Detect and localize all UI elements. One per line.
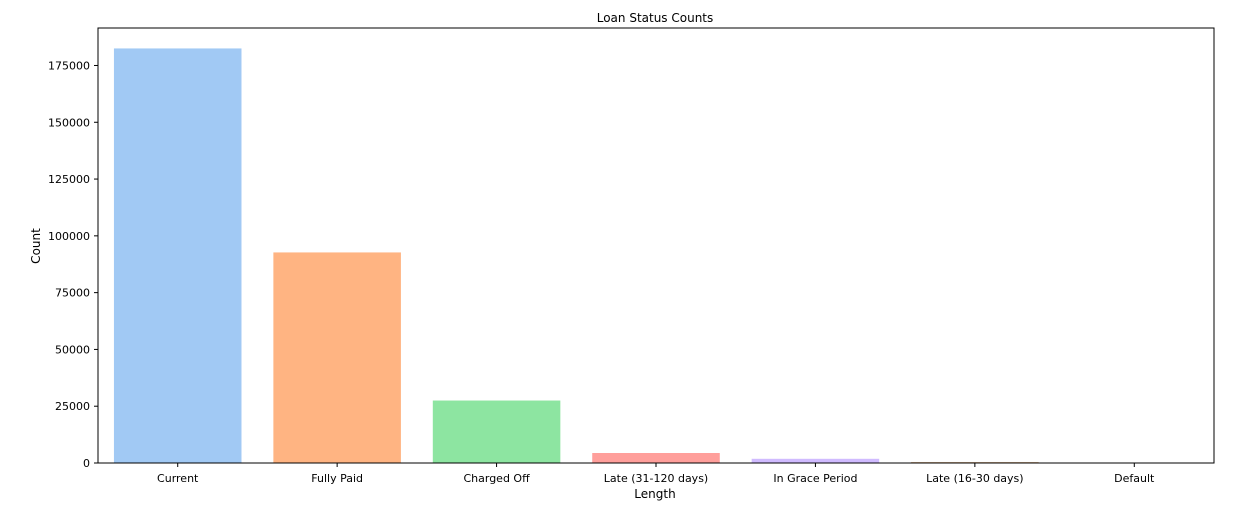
bar-in-grace-period xyxy=(751,458,880,463)
y-tick-label: 0 xyxy=(83,457,90,470)
bar-charged-off xyxy=(432,400,561,463)
x-tick-label: Late (31-120 days) xyxy=(604,472,708,485)
x-tick-label: Charged Off xyxy=(463,472,530,485)
bar-current xyxy=(113,48,242,464)
y-tick-label: 100000 xyxy=(48,230,90,243)
y-tick-label: 150000 xyxy=(48,116,90,129)
x-tick-label: Current xyxy=(157,472,199,485)
x-tick-label: Default xyxy=(1114,472,1155,485)
y-tick-label: 50000 xyxy=(55,343,90,356)
x-axis-ticks: Current Fully Paid Charged Off Late (31-120… xyxy=(157,463,1155,485)
y-tick-label: 125000 xyxy=(48,173,90,186)
y-tick-label: 175000 xyxy=(48,59,90,72)
bar-fully-paid xyxy=(273,252,401,463)
plot-frame xyxy=(97,27,1215,464)
y-tick-label: 75000 xyxy=(55,287,90,300)
y-tick-label: 25000 xyxy=(55,400,90,413)
bar-late-31-120-days xyxy=(592,453,720,463)
x-axis-label: Length xyxy=(634,487,675,501)
chart-title: Loan Status Counts xyxy=(597,11,714,25)
x-tick-label: In Grace Period xyxy=(773,472,857,485)
bar-late-16-30-days xyxy=(911,461,1039,463)
y-axis-label: Count xyxy=(29,228,43,264)
x-tick-label: Late (16-30 days) xyxy=(926,472,1023,485)
y-axis-ticks: 0 25000 50000 75000 100000 125000 150000 175000 xyxy=(48,59,98,470)
x-tick-label: Fully Paid xyxy=(311,472,363,485)
bars-layer xyxy=(113,48,1199,464)
